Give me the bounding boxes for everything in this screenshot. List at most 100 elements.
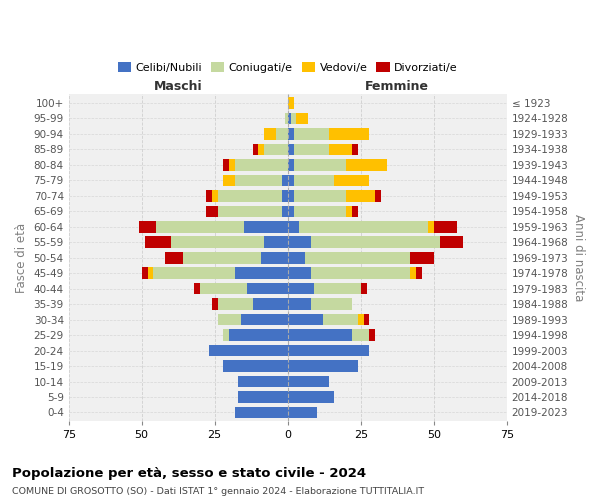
- Bar: [329, 144, 352, 155]
- Bar: [156, 221, 244, 232]
- Bar: [287, 376, 329, 388]
- Bar: [410, 268, 416, 279]
- Bar: [334, 174, 370, 186]
- Bar: [361, 283, 367, 294]
- Bar: [287, 406, 317, 418]
- Bar: [287, 298, 311, 310]
- Bar: [346, 190, 376, 202]
- Bar: [287, 314, 323, 326]
- Bar: [171, 236, 265, 248]
- Bar: [223, 360, 287, 372]
- Bar: [293, 190, 346, 202]
- Bar: [212, 190, 218, 202]
- Bar: [244, 221, 287, 232]
- Bar: [287, 97, 293, 109]
- Bar: [265, 236, 287, 248]
- Bar: [287, 330, 352, 341]
- Bar: [293, 206, 346, 217]
- Bar: [314, 283, 361, 294]
- Bar: [235, 159, 287, 170]
- Bar: [329, 128, 370, 140]
- Bar: [265, 128, 276, 140]
- Bar: [235, 268, 287, 279]
- Bar: [376, 190, 381, 202]
- Bar: [218, 190, 282, 202]
- Bar: [287, 112, 290, 124]
- Bar: [218, 206, 282, 217]
- Bar: [296, 112, 308, 124]
- Bar: [428, 221, 434, 232]
- Bar: [287, 236, 311, 248]
- Bar: [287, 128, 293, 140]
- Bar: [235, 174, 282, 186]
- Bar: [212, 298, 218, 310]
- Bar: [440, 236, 463, 248]
- Bar: [287, 345, 370, 356]
- Bar: [311, 236, 440, 248]
- Legend: Celibi/Nubili, Coniugati/e, Vedovi/e, Divorziati/e: Celibi/Nubili, Coniugati/e, Vedovi/e, Di…: [113, 58, 462, 78]
- Bar: [287, 391, 334, 403]
- Text: Maschi: Maschi: [154, 80, 202, 93]
- Bar: [182, 252, 262, 264]
- Bar: [311, 268, 410, 279]
- Bar: [238, 376, 287, 388]
- Bar: [209, 345, 287, 356]
- Bar: [282, 206, 287, 217]
- Bar: [276, 128, 287, 140]
- Bar: [323, 314, 358, 326]
- Bar: [229, 159, 235, 170]
- Bar: [285, 112, 287, 124]
- Bar: [223, 330, 229, 341]
- Bar: [194, 283, 200, 294]
- Bar: [352, 144, 358, 155]
- Bar: [253, 144, 259, 155]
- Bar: [259, 144, 265, 155]
- Bar: [293, 159, 346, 170]
- Bar: [416, 268, 422, 279]
- Bar: [346, 206, 352, 217]
- Bar: [287, 268, 311, 279]
- Bar: [346, 159, 387, 170]
- Bar: [235, 406, 287, 418]
- Bar: [142, 268, 148, 279]
- Bar: [218, 314, 241, 326]
- Bar: [287, 221, 299, 232]
- Bar: [290, 112, 296, 124]
- Bar: [223, 159, 229, 170]
- Bar: [218, 298, 253, 310]
- Bar: [265, 144, 287, 155]
- Bar: [287, 283, 314, 294]
- Bar: [148, 268, 154, 279]
- Bar: [364, 314, 370, 326]
- Bar: [282, 190, 287, 202]
- Bar: [262, 252, 287, 264]
- Bar: [293, 174, 334, 186]
- Bar: [352, 330, 370, 341]
- Y-axis label: Anni di nascita: Anni di nascita: [572, 214, 585, 302]
- Bar: [206, 190, 212, 202]
- Bar: [299, 221, 428, 232]
- Y-axis label: Fasce di età: Fasce di età: [15, 222, 28, 293]
- Bar: [287, 174, 293, 186]
- Bar: [287, 190, 293, 202]
- Bar: [282, 174, 287, 186]
- Bar: [287, 159, 293, 170]
- Bar: [229, 330, 287, 341]
- Bar: [293, 128, 329, 140]
- Text: Femmine: Femmine: [365, 80, 429, 93]
- Bar: [352, 206, 358, 217]
- Bar: [287, 206, 293, 217]
- Bar: [238, 391, 287, 403]
- Bar: [293, 144, 329, 155]
- Bar: [311, 298, 352, 310]
- Bar: [165, 252, 182, 264]
- Bar: [287, 252, 305, 264]
- Bar: [370, 330, 376, 341]
- Bar: [287, 144, 293, 155]
- Bar: [358, 314, 364, 326]
- Bar: [206, 206, 218, 217]
- Text: Popolazione per età, sesso e stato civile - 2024: Popolazione per età, sesso e stato civil…: [12, 468, 366, 480]
- Bar: [247, 283, 287, 294]
- Bar: [223, 174, 235, 186]
- Bar: [434, 221, 457, 232]
